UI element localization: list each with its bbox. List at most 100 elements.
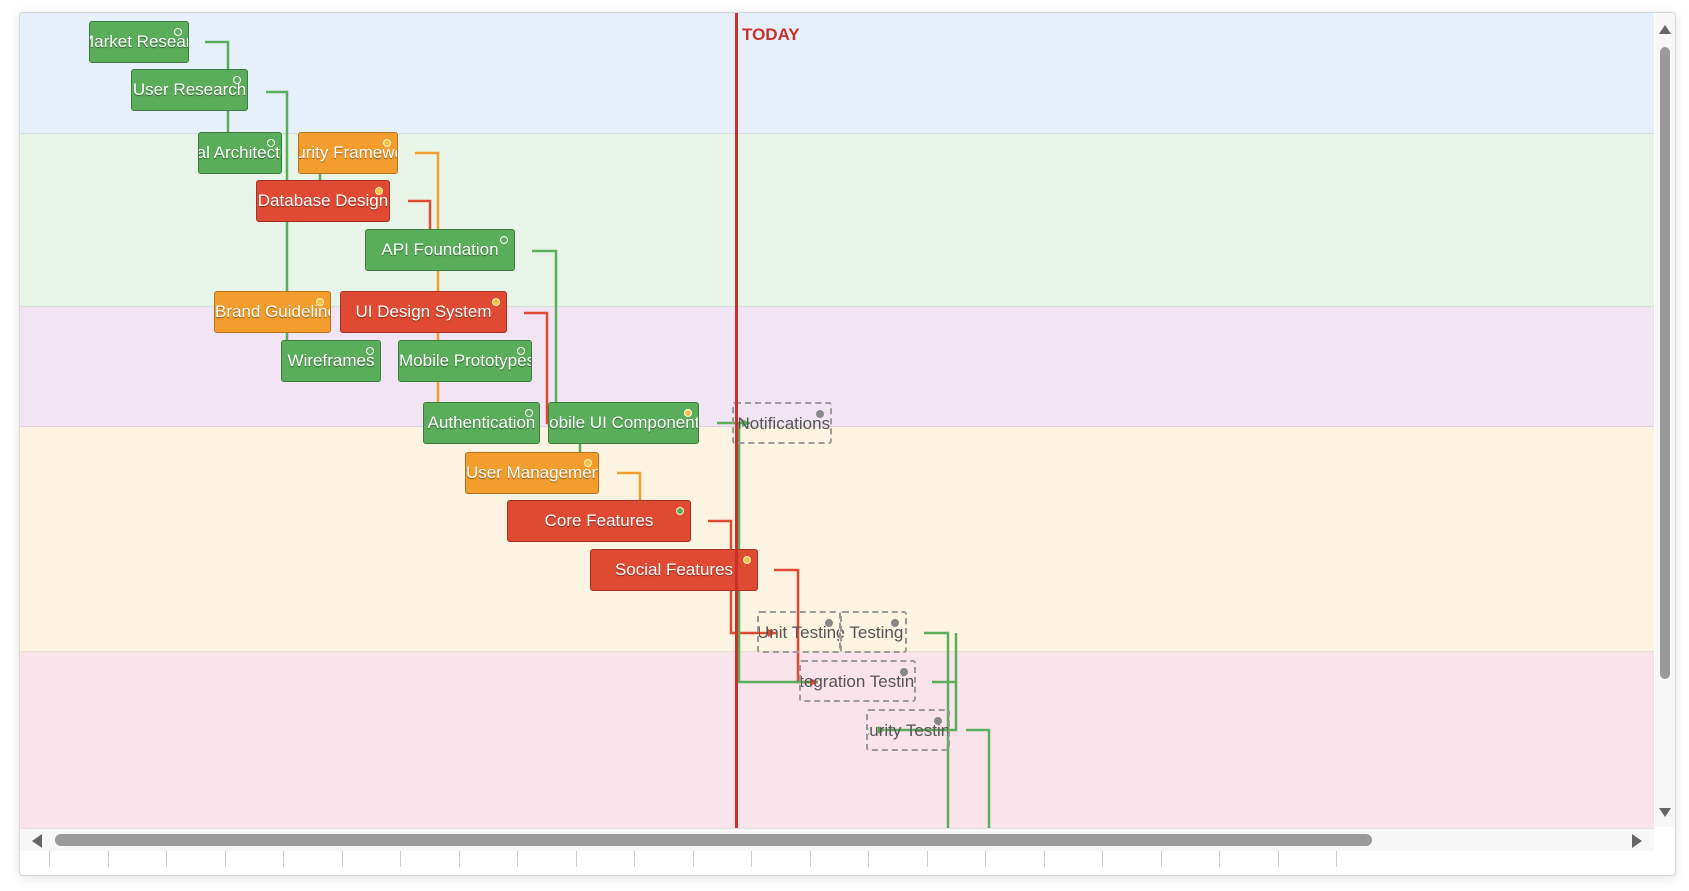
axis-tick (926, 851, 928, 867)
axis-tick (458, 851, 460, 867)
task-label: API Foundation (381, 240, 499, 259)
axis-tick (634, 851, 635, 867)
progress-handle-icon[interactable] (743, 556, 751, 564)
task-label: User Research (132, 80, 247, 99)
scroll-up-icon[interactable] (1659, 25, 1671, 34)
progress-handle-icon[interactable] (316, 298, 324, 306)
task-user-management[interactable]: User Management (465, 452, 599, 494)
axis-tick (809, 851, 811, 867)
progress-handle-icon[interactable] (500, 236, 508, 244)
link (932, 633, 958, 684)
task-label: Technical Architecture (199, 143, 281, 162)
task-ui-design-system[interactable]: UI Design System (340, 291, 507, 333)
task-label: Mobile UI Components (549, 413, 699, 432)
axis-tick (1102, 851, 1103, 867)
progress-handle-icon[interactable] (900, 668, 908, 676)
scroll-down-icon[interactable] (1659, 808, 1671, 817)
axis-tick (1043, 851, 1045, 867)
task-label: User Management (466, 463, 599, 482)
progress-handle-icon[interactable] (233, 76, 241, 84)
axis-tick (400, 851, 401, 867)
task-core-features[interactable]: Core Features (507, 500, 691, 542)
progress-handle-icon[interactable] (383, 139, 391, 147)
task-wireframes[interactable]: Wireframes (281, 340, 381, 382)
link (886, 682, 958, 732)
axis-tick (1160, 851, 1162, 867)
progress-handle-icon[interactable] (816, 410, 824, 418)
task-market-research[interactable]: Market Research (89, 21, 189, 63)
swimlane-research (20, 13, 1654, 134)
task-api-foundation[interactable]: API Foundation (365, 229, 515, 271)
progress-handle-icon[interactable] (525, 409, 533, 417)
progress-handle-icon[interactable] (684, 409, 692, 417)
task-security-testing[interactable]: Security Testing (866, 709, 950, 751)
link (617, 471, 642, 501)
link-arrow (742, 419, 750, 427)
axis-tick (517, 851, 518, 867)
task-label: Performance Testing (842, 623, 904, 642)
axis-tick (985, 851, 986, 867)
axis-tick (49, 851, 50, 867)
task-label: Brand Guidelines (215, 302, 330, 321)
axis-tick (224, 851, 226, 867)
task-mobile-prototypes[interactable]: Mobile Prototypes (398, 340, 532, 382)
link-arrow (768, 629, 776, 637)
swimlane-testing (20, 652, 1654, 838)
axis-tick (1219, 851, 1220, 867)
task-label: Push Notifications (734, 414, 831, 433)
task-brand-guidelines[interactable]: Brand Guidelines (214, 291, 331, 333)
task-user-research[interactable]: User Research (131, 69, 248, 111)
axis-tick (341, 851, 343, 867)
task-label: Wireframes (287, 351, 375, 370)
task-push-notifications[interactable]: Push Notifications (732, 402, 832, 444)
vertical-scrollbar[interactable] (1655, 13, 1675, 827)
scroll-right-icon[interactable] (1632, 834, 1642, 848)
task-label: Security Framework (299, 143, 397, 162)
vertical-scroll-thumb[interactable] (1660, 47, 1670, 679)
task-security-framework[interactable]: Security Framework (298, 132, 398, 174)
axis-tick (692, 851, 694, 867)
progress-handle-icon[interactable] (267, 139, 275, 147)
task-label: Database Design (257, 191, 389, 210)
horizontal-scrollbar[interactable] (20, 828, 1654, 851)
axis-tick (575, 851, 577, 867)
today-label: TODAY (742, 25, 800, 44)
axis-tick (166, 851, 167, 867)
swimlane-development (20, 427, 1654, 652)
task-label: Social Features (614, 560, 734, 579)
progress-handle-icon[interactable] (366, 347, 374, 355)
task-label: Unit Testing (757, 623, 841, 642)
task-label: Core Features (544, 511, 654, 530)
link (532, 249, 558, 423)
progress-handle-icon[interactable] (492, 298, 500, 306)
task-database-design[interactable]: Database Design (256, 180, 390, 222)
task-authentication[interactable]: Authentication (423, 402, 540, 444)
axis-tick (1277, 851, 1279, 867)
progress-handle-icon[interactable] (891, 619, 899, 627)
progress-handle-icon[interactable] (174, 28, 182, 36)
today-marker-line (735, 13, 738, 829)
link-arrow (878, 726, 886, 734)
link (737, 423, 818, 684)
link-arrow (810, 678, 818, 686)
progress-handle-icon[interactable] (517, 347, 525, 355)
progress-handle-icon[interactable] (676, 507, 684, 515)
task-mobile-ui-components[interactable]: Mobile UI Components (548, 402, 699, 444)
scroll-left-icon[interactable] (32, 834, 42, 848)
axis-tick (868, 851, 869, 867)
link (415, 151, 444, 425)
horizontal-scroll-thumb[interactable] (55, 834, 1372, 846)
task-performance-testing[interactable]: Performance Testing (840, 611, 907, 653)
task-social-features[interactable]: Social Features (590, 549, 758, 591)
progress-handle-icon[interactable] (375, 187, 383, 195)
task-integration-testing[interactable]: Integration Testing (799, 660, 916, 702)
progress-handle-icon[interactable] (934, 717, 942, 725)
task-label: Mobile Prototypes (399, 351, 532, 370)
axis-tick (1336, 851, 1337, 867)
task-unit-testing[interactable]: Unit Testing (757, 611, 841, 653)
progress-handle-icon[interactable] (825, 619, 833, 627)
axis-tick (751, 851, 752, 867)
axis-tick (107, 851, 109, 867)
task-technical-architecture[interactable]: Technical Architecture (198, 132, 282, 174)
progress-handle-icon[interactable] (584, 459, 592, 467)
